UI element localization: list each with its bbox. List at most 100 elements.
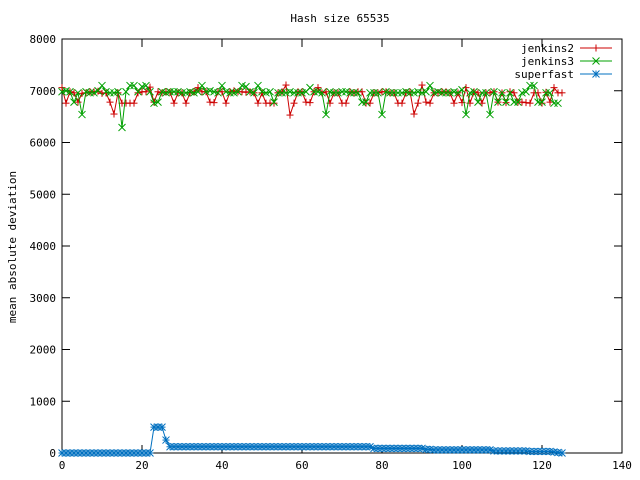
jenkins3-point	[322, 110, 330, 119]
jenkins2-point	[510, 89, 518, 97]
legend-item-superfast: superfast	[514, 68, 612, 81]
jenkins3-point	[94, 86, 102, 95]
jenkins3-point	[474, 98, 482, 106]
y-tick-label: 3000	[30, 292, 57, 305]
jenkins3-point	[118, 123, 126, 132]
jenkins3-point	[522, 87, 530, 96]
jenkins2-point	[286, 111, 294, 119]
x-tick-label: 40	[215, 459, 228, 472]
jenkins3-point	[214, 88, 222, 97]
jenkins2-point	[426, 99, 434, 107]
jenkins3-point	[218, 81, 226, 90]
jenkins3-point	[458, 85, 466, 94]
jenkins2-point	[290, 99, 298, 107]
jenkins3-point	[538, 98, 546, 106]
y-tick-label: 4000	[30, 240, 57, 253]
x-tick-label: 80	[375, 459, 388, 472]
jenkins3-point	[502, 98, 510, 106]
jenkins2-point	[154, 88, 162, 96]
superfast-point	[162, 436, 170, 444]
x-axis: 0 20 40 60 80 100 120 140	[59, 39, 632, 472]
legend-marker	[592, 57, 600, 65]
jenkins2-point	[238, 88, 246, 96]
jenkins2-point	[550, 84, 558, 92]
series-superfast	[58, 423, 566, 457]
jenkins3-point	[318, 88, 326, 97]
jenkins2-point	[62, 99, 70, 107]
jenkins3-point	[66, 87, 74, 96]
x-tick-label: 0	[59, 459, 66, 472]
jenkins3-point	[122, 87, 130, 96]
legend-item-jenkins2: jenkins2	[521, 42, 612, 55]
jenkins2-point	[254, 99, 262, 107]
jenkins3-point	[506, 88, 514, 97]
jenkins3-point	[70, 98, 78, 106]
jenkins2-point	[450, 99, 458, 107]
jenkins3-point	[546, 88, 554, 97]
jenkins3-point	[146, 87, 154, 96]
jenkins2-point	[58, 84, 66, 92]
jenkins3-point	[554, 99, 562, 108]
jenkins2-point	[170, 99, 178, 107]
jenkins2-point	[130, 99, 138, 107]
jenkins3-point	[374, 88, 382, 97]
y-tick-label: 1000	[30, 395, 57, 408]
legend-label: superfast	[514, 68, 574, 81]
jenkins2-point	[522, 99, 530, 107]
legend-item-jenkins3: jenkins3	[521, 55, 612, 68]
jenkins2-point	[410, 110, 418, 118]
jenkins2-point	[182, 99, 190, 107]
x-tick-label: 120	[532, 459, 552, 472]
jenkins2-point	[222, 99, 230, 107]
superfast-point	[146, 449, 154, 457]
jenkins2-point	[206, 98, 214, 106]
jenkins3-point	[90, 88, 98, 97]
superfast-point	[158, 423, 166, 431]
legend-label: jenkins2	[521, 42, 574, 55]
legend-label: jenkins3	[521, 55, 574, 68]
chart-title: Hash size 65535	[290, 12, 389, 25]
jenkins2-point	[134, 89, 142, 97]
jenkins3-point	[142, 81, 150, 90]
y-tick-label: 0	[49, 447, 56, 460]
jenkins3-point	[134, 87, 142, 96]
jenkins2-point	[142, 88, 150, 96]
jenkins2-point	[210, 99, 218, 107]
jenkins3-point	[74, 88, 82, 97]
y-tick-label: 8000	[30, 33, 57, 46]
jenkins2-point	[518, 98, 526, 106]
x-tick-label: 100	[452, 459, 472, 472]
jenkins2-point	[302, 98, 310, 106]
jenkins3-point	[426, 81, 434, 90]
y-tick-label: 5000	[30, 188, 57, 201]
jenkins3-point	[486, 110, 494, 119]
jenkins3-point	[250, 88, 258, 97]
jenkins2-point	[242, 88, 250, 96]
jenkins2-point	[526, 99, 534, 107]
series-layer	[58, 81, 566, 457]
jenkins3-point	[422, 87, 430, 96]
series-jenkins3	[58, 81, 562, 132]
legend-marker	[592, 44, 600, 52]
y-axis: 0 1000 2000 3000 4000 5000 6000 7000 8000	[30, 33, 622, 460]
jenkins3-point	[114, 87, 122, 96]
y-tick-label: 2000	[30, 344, 57, 357]
x-tick-label: 60	[295, 459, 308, 472]
jenkins2-point	[314, 84, 322, 92]
legend-marker	[592, 70, 600, 78]
jenkins3-point	[470, 87, 478, 96]
jenkins2-point	[422, 98, 430, 106]
jenkins2-point	[398, 99, 406, 107]
jenkins3-point	[266, 87, 274, 96]
jenkins3-point	[354, 88, 362, 97]
jenkins3-point	[130, 81, 138, 90]
jenkins2-point	[106, 98, 114, 106]
jenkins2-point	[282, 81, 290, 89]
jenkins3-point	[194, 87, 202, 96]
jenkins2-point	[342, 99, 350, 107]
jenkins3-point	[378, 110, 386, 119]
jenkins3-point	[254, 81, 262, 90]
y-axis-label: mean absolute deviation	[6, 171, 19, 323]
